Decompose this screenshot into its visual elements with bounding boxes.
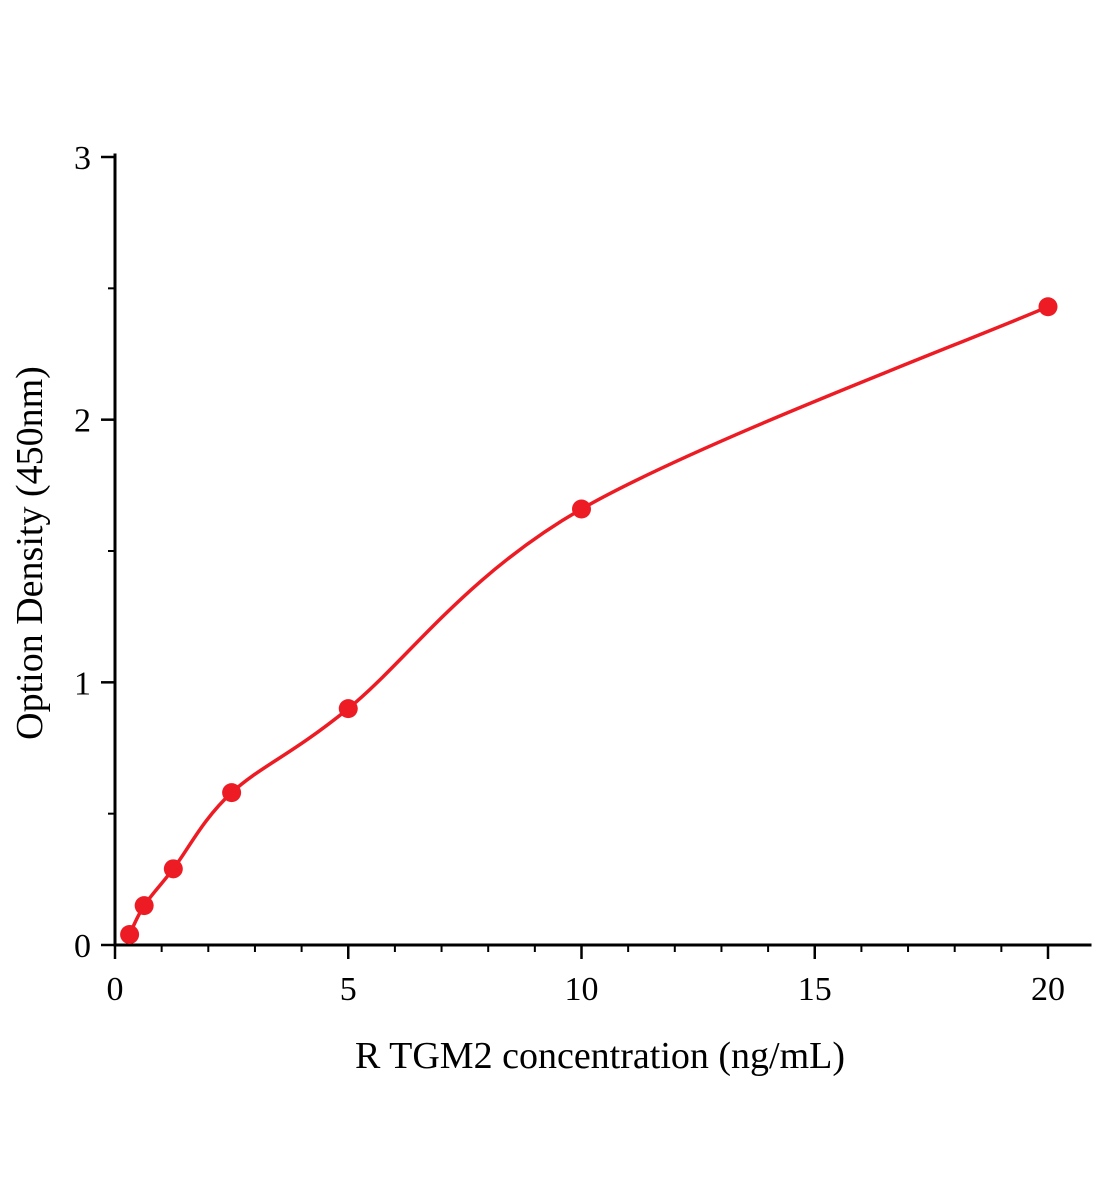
x-tick-label: 10 [565, 971, 599, 1008]
data-point [163, 859, 183, 879]
data-point [1038, 297, 1058, 317]
y-tick-label: 0 [74, 928, 91, 965]
data-point [222, 783, 242, 803]
x-tick-label: 5 [340, 971, 357, 1008]
y-axis-label: Option Density (450nm) [9, 366, 51, 740]
data-point [134, 896, 154, 916]
y-tick-label: 3 [74, 140, 91, 177]
y-tick-label: 1 [74, 665, 91, 702]
x-tick-label: 15 [798, 971, 832, 1008]
plot-area: 0 5 10 15 20 0 1 2 3 [74, 140, 1092, 1008]
data-point [572, 499, 591, 519]
data-point [338, 699, 358, 719]
data-point [120, 924, 140, 944]
x-tick-label: 0 [107, 971, 124, 1008]
x-axis-label: R TGM2 concentration (ng/mL) [355, 1035, 845, 1077]
fit-curve [127, 304, 1050, 937]
x-tick-label: 20 [1031, 971, 1065, 1008]
y-tick-label: 2 [74, 403, 91, 440]
